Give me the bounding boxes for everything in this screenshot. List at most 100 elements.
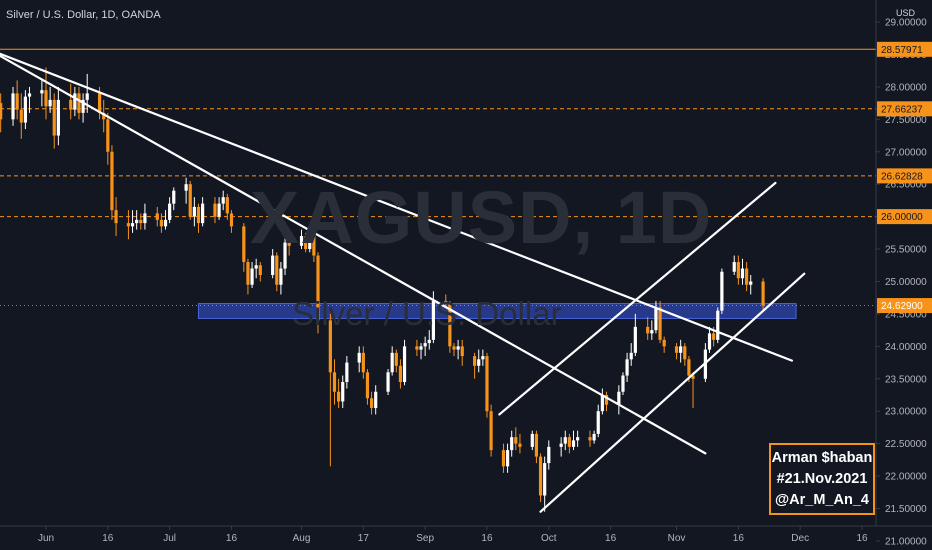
candle	[225, 193, 229, 220]
currency-label: USD	[896, 8, 916, 18]
price-tick-label: 29.00000	[885, 18, 927, 29]
candle	[184, 177, 188, 204]
candle	[716, 307, 720, 344]
candle	[588, 430, 592, 447]
candle-body	[736, 262, 740, 279]
candle-body	[394, 352, 398, 366]
trendline	[498, 181, 777, 416]
candle-body	[567, 437, 571, 447]
candle	[732, 255, 736, 275]
candle-body	[312, 232, 316, 256]
candle-body	[0, 103, 3, 120]
time-tick-label: Aug	[293, 533, 311, 544]
candle	[452, 343, 456, 357]
candle	[19, 93, 23, 139]
candle-body	[679, 346, 683, 353]
candle-body	[473, 356, 477, 366]
candle-body	[19, 109, 23, 123]
candle-body	[225, 197, 229, 214]
candle-body	[559, 443, 563, 447]
candle-body	[390, 352, 394, 373]
candle-body	[749, 281, 753, 285]
candle-body	[44, 90, 48, 107]
price-level-tag	[877, 298, 932, 314]
candle	[501, 443, 506, 473]
symbol-watermark: XAGUSD, 1D	[250, 176, 713, 259]
candle	[201, 197, 205, 227]
candle-body	[11, 93, 15, 120]
candle-body	[576, 437, 580, 441]
candle	[427, 330, 431, 350]
candle	[110, 145, 114, 220]
price-tick-label: 27.50000	[885, 115, 927, 126]
candle	[287, 239, 291, 256]
candle-body	[299, 236, 304, 246]
price-level-tag	[877, 168, 932, 184]
candle-body	[258, 265, 262, 275]
candle-body	[505, 450, 510, 467]
candle-body	[431, 300, 435, 340]
candle-body	[56, 99, 60, 136]
candle-body	[687, 359, 691, 376]
candle	[275, 252, 279, 292]
candle	[547, 440, 551, 470]
candle-body	[246, 262, 250, 285]
author-name: Arman $haban	[771, 450, 873, 466]
candle-body	[337, 391, 341, 402]
candle-body	[357, 352, 361, 363]
candle	[328, 313, 332, 467]
candle	[283, 236, 287, 275]
candle-body	[250, 268, 254, 285]
time-tick-label: Sep	[416, 533, 434, 544]
candle-body	[168, 203, 172, 220]
trendline	[0, 52, 794, 362]
trendline	[0, 54, 707, 455]
candle	[130, 210, 135, 233]
candle	[654, 300, 658, 334]
candle-body	[85, 93, 89, 100]
candle-body	[650, 330, 654, 334]
candle	[658, 300, 662, 344]
candle-body	[73, 93, 77, 110]
price-level-label: 24.62900	[881, 301, 923, 312]
candle-body	[530, 433, 534, 447]
price-tick-label: 25.00000	[885, 277, 927, 288]
candle	[56, 86, 60, 146]
candle-body	[662, 339, 666, 347]
candle-body	[184, 184, 188, 191]
price-tick-label: 28.00000	[885, 82, 927, 93]
time-tick-label: Jul	[163, 533, 176, 544]
candle-body	[287, 242, 291, 246]
candle	[534, 430, 539, 464]
candle	[44, 67, 48, 120]
time-tick-label: Nov	[668, 533, 686, 544]
candle-body	[77, 93, 81, 113]
candle	[543, 456, 547, 512]
candle-body	[97, 93, 102, 113]
candle-body	[188, 184, 192, 217]
candle	[357, 346, 361, 373]
candle-body	[275, 255, 279, 285]
candle	[402, 339, 407, 386]
candle-body	[674, 346, 679, 353]
candle-body	[143, 213, 147, 224]
candle-body	[345, 362, 349, 383]
candle	[485, 352, 489, 418]
candle	[69, 83, 73, 120]
candle-body	[369, 398, 374, 408]
price-tick-label: 21.50000	[885, 504, 927, 515]
candle	[563, 430, 567, 451]
candle	[163, 210, 168, 230]
candle	[736, 255, 740, 285]
candle	[621, 372, 625, 395]
candle	[0, 93, 3, 133]
candle-body	[398, 365, 403, 383]
candle	[135, 210, 139, 230]
candle-body	[201, 203, 205, 224]
candle	[23, 90, 27, 130]
candle-body	[27, 93, 32, 97]
price-level-label: 26.00000	[881, 212, 923, 223]
candle-body	[283, 242, 287, 269]
price-level-tag	[877, 209, 932, 225]
